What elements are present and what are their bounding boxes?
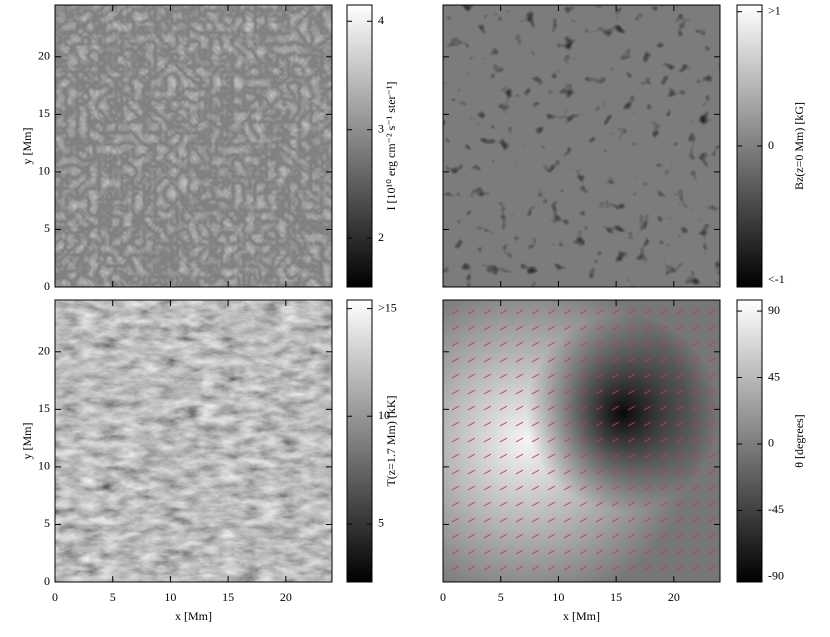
colorbar-tick-label: 0 (768, 436, 774, 450)
colorbar-tick-label: 90 (768, 303, 780, 317)
y-tick-label: 0 (44, 279, 50, 293)
colorbar-tick-label: 5 (378, 516, 384, 530)
colorbar-tick-label: 4 (378, 13, 384, 27)
x-tick-label: 20 (668, 590, 680, 604)
colorbar-tick-label: 45 (768, 369, 780, 383)
y-axis-label: y [Mm] (20, 128, 34, 165)
x-axis-label: x [Mm] (175, 609, 212, 623)
temperature-texture (55, 300, 332, 582)
x-tick-label: 10 (552, 590, 564, 604)
colorbar-tick-label: -90 (768, 569, 784, 583)
field-vectors (443, 300, 720, 582)
colorbar (736, 299, 763, 583)
colorbar (346, 299, 373, 583)
colorbar-tick-label: 2 (378, 230, 384, 244)
y-tick-label: 10 (38, 459, 50, 473)
plot-frame (442, 4, 721, 288)
colorbar-tick-label: 0 (768, 138, 774, 152)
colorbar-tick-label: -45 (768, 502, 784, 516)
colorbar-tick-label: >1 (768, 3, 781, 17)
y-tick-label: 5 (44, 221, 50, 235)
x-tick-label: 0 (52, 590, 58, 604)
colorbar-label: Bz(z=0 Mm) [kG] (792, 102, 806, 190)
colorbar-label: I [10¹⁰ erg cm⁻² s⁻¹ ster⁻¹] (384, 82, 398, 211)
x-tick-label: 15 (222, 590, 234, 604)
y-axis-label: y [Mm] (20, 423, 34, 460)
colorbar-label: θ [degrees] (792, 414, 806, 467)
bz-texture (443, 5, 720, 287)
colorbar-tick-label: >15 (378, 300, 397, 314)
colorbar-label: T(z=1.7 Mm) [kK] (384, 395, 398, 486)
plot-frame (442, 299, 721, 583)
colorbar-tick-label: <-1 (768, 272, 785, 286)
plot-frame (54, 4, 333, 288)
y-tick-label: 0 (44, 574, 50, 588)
x-tick-label: 5 (110, 590, 116, 604)
colorbar-tick-label: 10 (378, 408, 390, 422)
y-tick-label: 5 (44, 516, 50, 530)
x-tick-label: 0 (440, 590, 446, 604)
colorbar (346, 4, 373, 288)
intensity-texture (55, 5, 332, 287)
y-tick-label: 20 (38, 49, 50, 63)
colorbar-tick-label: 3 (378, 121, 384, 135)
y-tick-label: 15 (38, 401, 50, 415)
plot-frame (54, 299, 333, 583)
y-tick-label: 20 (38, 344, 50, 358)
x-tick-label: 10 (164, 590, 176, 604)
panel-images (55, 5, 720, 582)
x-tick-label: 5 (498, 590, 504, 604)
y-tick-label: 15 (38, 106, 50, 120)
x-axis-label: x [Mm] (563, 609, 600, 623)
x-tick-label: 20 (280, 590, 292, 604)
y-tick-label: 10 (38, 164, 50, 178)
x-tick-label: 15 (610, 590, 622, 604)
